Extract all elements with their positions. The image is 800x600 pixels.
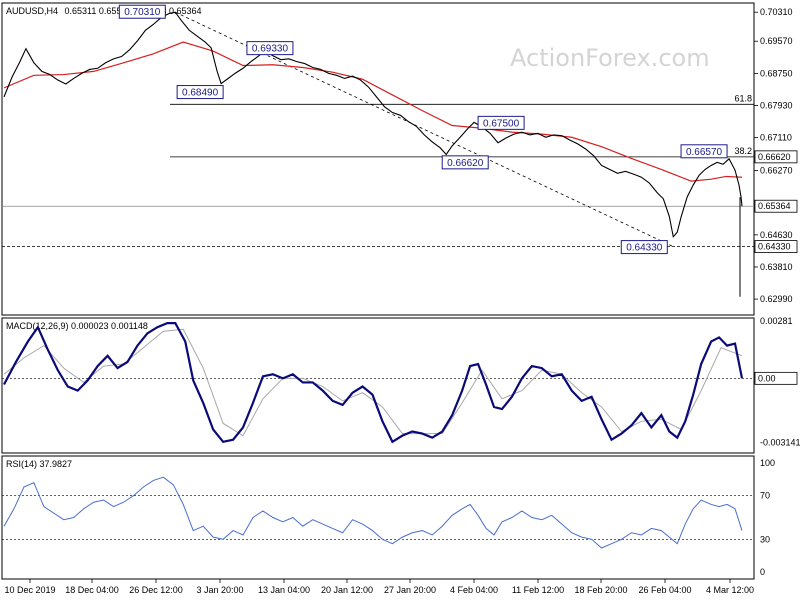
macd-panel-frame	[1, 317, 755, 454]
callout-box	[176, 85, 224, 100]
price-tick-label: 0.64630	[760, 230, 793, 240]
x-tick-label: 26 Dec 12:00	[129, 585, 183, 595]
price-series	[3, 11, 743, 297]
callout-box	[441, 155, 489, 170]
price-tick-label: 0.67110	[760, 133, 792, 143]
callout-box	[477, 115, 525, 130]
price-label-box	[754, 199, 798, 213]
x-tick-label: 18 Feb 20:00	[574, 585, 627, 595]
x-tick-label: 13 Jan 04:00	[258, 585, 310, 595]
macd-title: MACD(12,26,9) 0.000023 0.001148	[6, 321, 148, 331]
level-label: 61.8	[734, 93, 752, 103]
rsi-axis: 100 70 30 0	[760, 458, 775, 577]
callout-text: 0.64330	[626, 243, 663, 254]
rsi-panel-frame	[1, 455, 755, 580]
price-tick-label: 0.70310	[760, 7, 793, 17]
rsi-title: RSI(14) 37.9827	[6, 459, 72, 469]
macd-line	[3, 321, 744, 444]
macd-axis: 0.00281 0.00 -0.003141	[754, 316, 800, 448]
x-axis: 10 Dec 2019 18 Dec 04:00 26 Dec 12:00 3 Jan…	[4, 579, 754, 595]
price-title: AUDUSD,H4 0.65311 0.65590 0.65223 0.6536…	[6, 6, 202, 16]
price-label-box	[754, 240, 798, 253]
callout-box	[620, 240, 668, 255]
price-label: 0.66620	[758, 152, 791, 162]
rsi-tick-label: 30	[760, 534, 770, 544]
callout-text: 0.66570	[686, 147, 723, 158]
x-tick-label: 26 Feb 04:00	[638, 585, 691, 595]
price-tick-label: 0.66270	[760, 166, 793, 176]
watermark: ActionForex.com	[510, 44, 710, 72]
price-panel-frame	[1, 2, 755, 316]
price-tick-label: 0.68750	[760, 68, 793, 78]
price-label: 0.64330	[758, 242, 791, 252]
x-tick-label: 20 Jan 12:00	[321, 585, 373, 595]
macd-tick-label: 0.00281	[760, 316, 793, 326]
x-tick-label: 18 Dec 04:00	[65, 585, 119, 595]
rsi-line	[3, 476, 743, 549]
moving-average	[3, 41, 743, 182]
callout-box	[246, 41, 294, 56]
price-axis: 0.70310 0.69570 0.68750 0.67930 0.67110 0.666…	[754, 7, 798, 304]
price-callouts: 0.70310 0.68490 0.69330 0.67500 0.66620 0.643…	[118, 4, 728, 255]
x-tick-label: 27 Jan 20:00	[384, 585, 436, 595]
price-line	[3, 11, 743, 239]
price-label: 0.65364	[758, 201, 791, 211]
level-label: 38.2	[734, 146, 752, 156]
x-tick-label: 10 Dec 2019	[4, 585, 55, 595]
callout-text: 0.67500	[483, 118, 520, 129]
price-label-box	[754, 150, 798, 164]
callout-text: 0.68490	[182, 88, 219, 99]
x-tick-label: 11 Feb 12:00	[512, 585, 564, 595]
price-tick-label: 0.67930	[760, 101, 793, 111]
price-tick-label: 0.69570	[760, 36, 793, 46]
price-tick-label: 0.63810	[760, 262, 793, 272]
callout-box	[118, 4, 166, 19]
symbol-timeframe: AUDUSD,H4	[6, 6, 58, 16]
rsi-series	[2, 476, 754, 549]
x-tick-label: 4 Mar 12:00	[706, 585, 754, 595]
rsi-tick-label: 0	[760, 567, 765, 577]
callout-text: 0.70310	[124, 7, 161, 18]
x-tick-label: 4 Feb 04:00	[450, 585, 498, 595]
callout-text: 0.66620	[447, 158, 484, 169]
ma-line	[3, 41, 743, 182]
callout-box	[680, 144, 728, 159]
price-tick-label: 0.62990	[760, 294, 793, 304]
macd-label-box	[754, 371, 798, 385]
rsi-tick-label: 100	[760, 458, 775, 468]
rsi-tick-label: 70	[760, 491, 770, 501]
x-tick-label: 3 Jan 20:00	[196, 585, 243, 595]
macd-series	[2, 321, 754, 444]
callout-text: 0.69330	[252, 44, 289, 55]
macd-tick-label: -0.003141	[760, 438, 800, 448]
macd-tick-label: 0.00	[758, 373, 776, 383]
